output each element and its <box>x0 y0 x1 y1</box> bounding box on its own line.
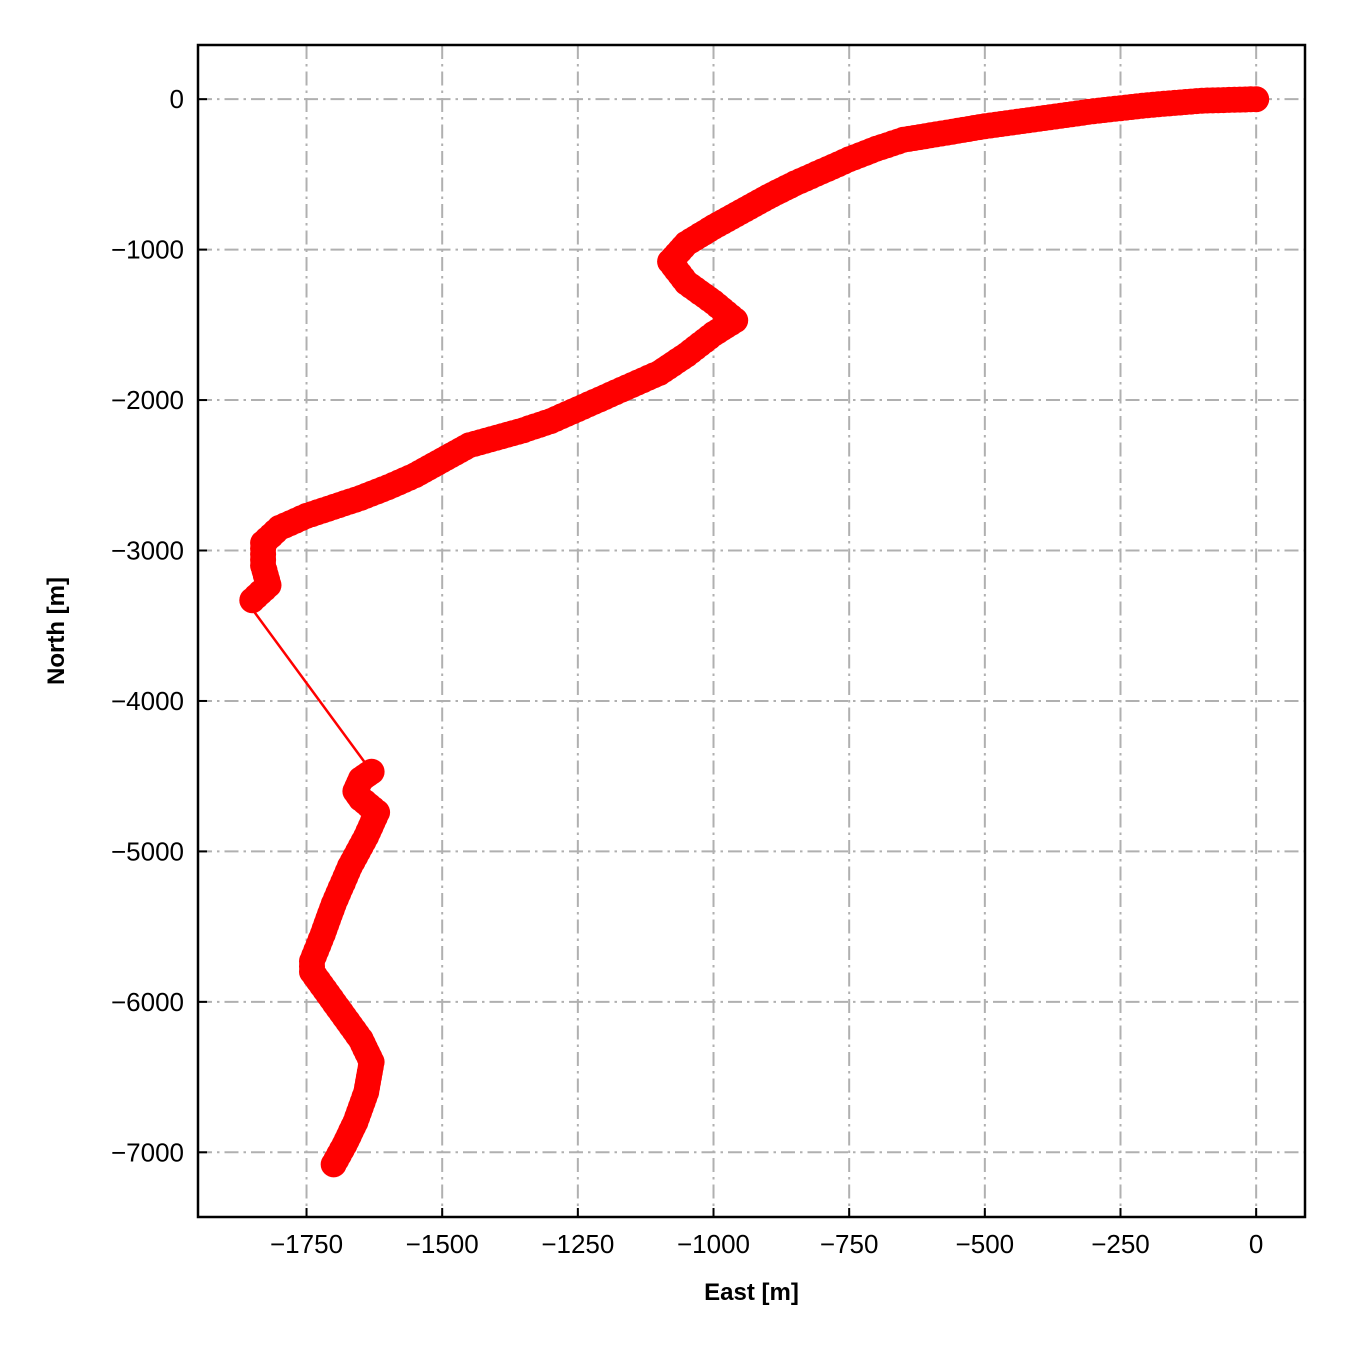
y-tick-label: 0 <box>170 84 184 114</box>
x-tick-label: −1500 <box>406 1229 479 1259</box>
x-tick-label: −1000 <box>677 1229 750 1259</box>
x-tick-label: −750 <box>820 1229 879 1259</box>
y-tick-label: −6000 <box>111 987 184 1017</box>
track-point <box>320 1151 347 1178</box>
plot-frame <box>196 43 1307 1219</box>
x-axis-label: East [m] <box>704 1279 799 1306</box>
track-point <box>239 587 266 614</box>
y-tick-label: −2000 <box>111 385 184 415</box>
track-series <box>239 86 1270 1178</box>
x-tick-label: −1750 <box>270 1229 343 1259</box>
y-axis-label: North [m] <box>43 577 70 685</box>
y-tick-label: −4000 <box>111 686 184 716</box>
track-line <box>244 97 1257 1165</box>
x-tick-label: −250 <box>1091 1229 1150 1259</box>
y-tick-label: −3000 <box>111 536 184 566</box>
y-tick-label: −7000 <box>111 1137 184 1167</box>
y-tick-label: −5000 <box>111 836 184 866</box>
axis-ticks: −1750 −1500 −1250 −1000 −750 −500 −250 0 0 −1000 −… <box>111 84 1263 1259</box>
x-tick-label: 0 <box>1249 1229 1263 1259</box>
x-tick-label: −500 <box>956 1229 1015 1259</box>
y-tick-label: −1000 <box>111 235 184 265</box>
x-tick-label: −1250 <box>541 1229 614 1259</box>
